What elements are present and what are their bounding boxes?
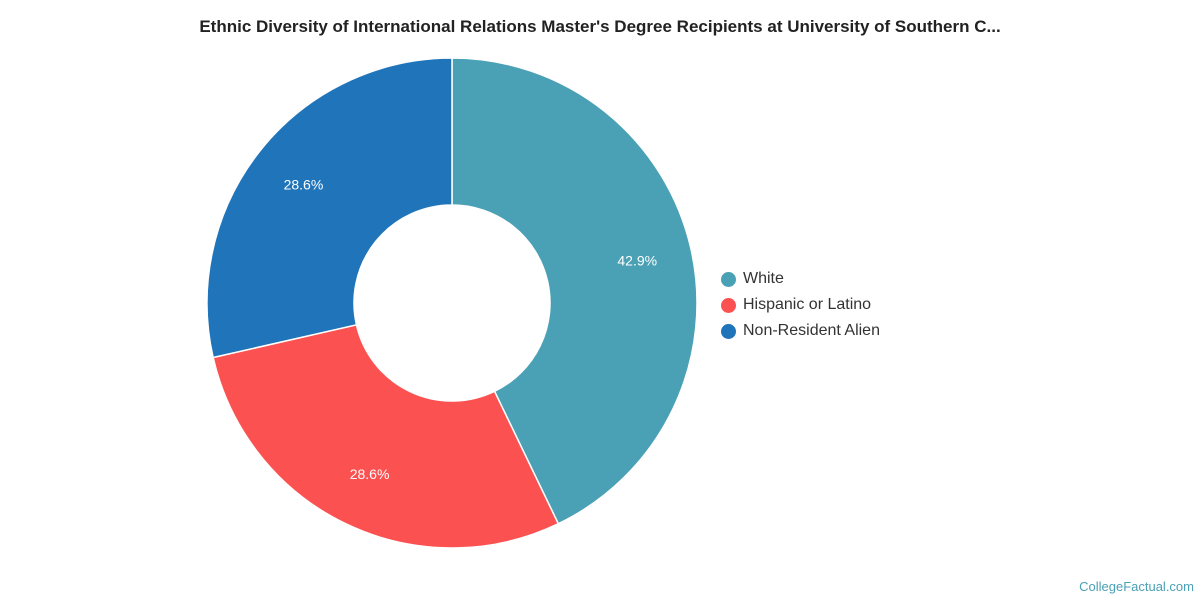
legend-item-hispanic-or-latino[interactable]: Hispanic or Latino xyxy=(721,292,880,318)
legend-swatch-white xyxy=(721,271,736,287)
data-label-hispanic-or-latino: 28.6% xyxy=(350,466,390,482)
legend-label-white: White xyxy=(743,270,784,287)
legend-swatch-hispanic-or-latino xyxy=(721,297,736,313)
credit-link[interactable]: CollegeFactual.com xyxy=(1079,579,1194,594)
data-label-non-resident-alien: 28.6% xyxy=(284,177,324,193)
legend-item-non-resident-alien[interactable]: Non-Resident Alien xyxy=(721,318,880,344)
chart-legend: White Hispanic or Latino Non-Resident Al… xyxy=(721,266,880,344)
legend-label-hispanic-or-latino: Hispanic or Latino xyxy=(743,296,872,313)
slice-hispanic-or-latino[interactable] xyxy=(212,323,560,549)
slice-non-resident-alien[interactable] xyxy=(206,57,453,359)
data-label-white: 42.9% xyxy=(617,253,657,269)
legend-label-non-resident-alien: Non-Resident Alien xyxy=(743,322,880,339)
legend-swatch-non-resident-alien xyxy=(721,323,736,339)
slice-white[interactable] xyxy=(451,57,698,525)
legend-item-white[interactable]: White xyxy=(721,266,880,292)
chart-title: Ethnic Diversity of International Relati… xyxy=(199,17,1001,36)
